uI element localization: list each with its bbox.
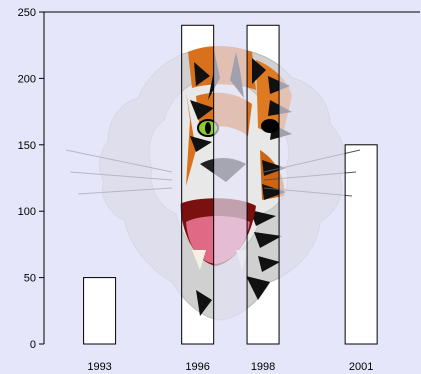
x-tick-label: 1996 — [185, 361, 209, 373]
bar-1998 — [246, 24, 280, 345]
axes: 0 50 100 150 200 250 1993 1996 1998 2001 — [18, 7, 420, 373]
y-tick-label: 50 — [24, 273, 36, 285]
y-tick-label: 150 — [18, 140, 36, 152]
x-tick-label: 1993 — [87, 361, 111, 373]
bar-1996 — [181, 24, 215, 345]
bars — [83, 24, 378, 345]
bar-1993 — [83, 277, 117, 345]
y-tick-label: 250 — [18, 7, 36, 19]
bar-2001 — [344, 144, 378, 345]
y-tick-label: 0 — [30, 339, 36, 351]
y-tick-label: 200 — [18, 73, 36, 85]
x-tick-label: 2001 — [349, 361, 373, 373]
y-tick-label: 100 — [18, 206, 36, 218]
x-tick-label: 1998 — [251, 361, 275, 373]
